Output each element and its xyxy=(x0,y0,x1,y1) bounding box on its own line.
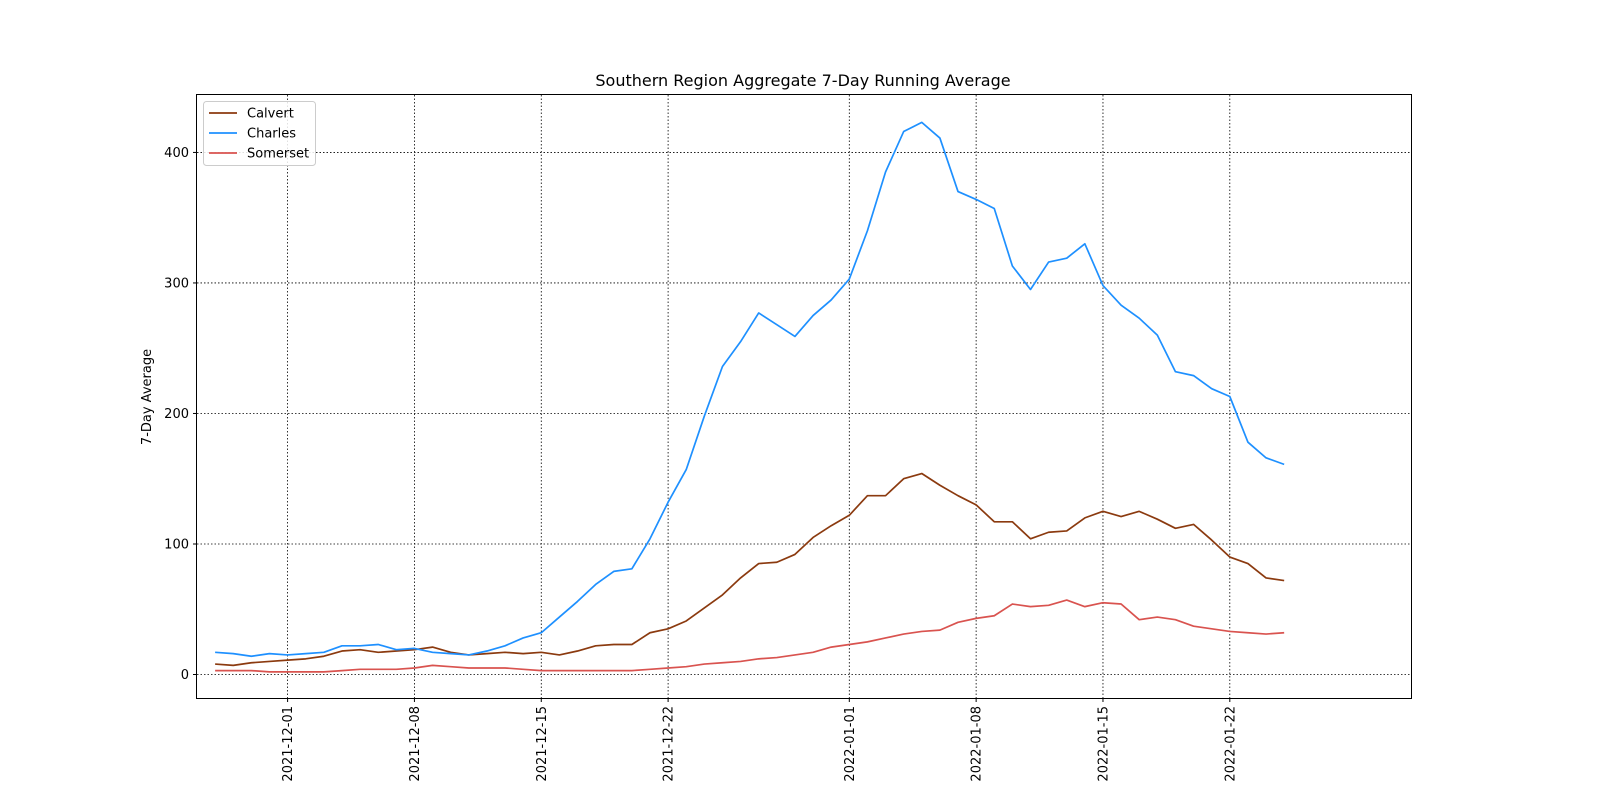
y-axis-label: 7-Day Average xyxy=(140,349,155,445)
legend-box xyxy=(203,101,316,166)
x-tick-label: 2021-12-22 xyxy=(662,706,677,782)
x-tick-label: 2022-01-22 xyxy=(1223,706,1238,782)
y-tick-label: 100 xyxy=(164,537,189,552)
series-line-somerset xyxy=(215,599,1285,673)
y-axis-ticks: 0 100 200 300 400 xyxy=(164,146,197,683)
x-tick-label: 2021-12-01 xyxy=(281,706,296,782)
x-tick-label: 2022-01-15 xyxy=(1096,706,1111,782)
grid xyxy=(197,95,1411,698)
chart-title: Southern Region Aggregate 7-Day Running … xyxy=(595,71,1010,90)
legend-label-calvert: Calvert xyxy=(247,107,294,122)
y-tick-label: 0 xyxy=(181,668,189,683)
legend-label-charles: Charles xyxy=(247,127,296,142)
x-axis-ticks: 2021-12-01 2021-12-08 2021-12-15 2021-12-22… xyxy=(281,698,1238,782)
legend-label-somerset: Somerset xyxy=(247,147,309,162)
y-tick-label: 200 xyxy=(164,407,189,422)
y-tick-label: 300 xyxy=(164,276,189,291)
x-tick-label: 2021-12-08 xyxy=(408,706,423,782)
series-line-calvert xyxy=(215,472,1285,667)
x-tick-label: 2022-01-08 xyxy=(970,706,985,782)
series-line-charles xyxy=(215,121,1285,658)
legend: Calvert Charles Somerset xyxy=(203,101,316,166)
series-lines xyxy=(215,121,1285,673)
x-tick-label: 2021-12-15 xyxy=(535,706,550,782)
plot-frame xyxy=(196,94,1412,699)
x-tick-label: 2022-01-01 xyxy=(843,706,858,782)
y-tick-label: 400 xyxy=(164,146,189,161)
